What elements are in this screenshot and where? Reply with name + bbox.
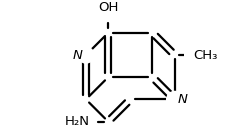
- Text: N: N: [73, 49, 83, 62]
- Text: H₂N: H₂N: [65, 115, 90, 128]
- Circle shape: [167, 91, 183, 107]
- Text: OH: OH: [98, 1, 118, 14]
- Text: H₂N: H₂N: [65, 115, 90, 128]
- Text: CH₃: CH₃: [193, 49, 218, 62]
- Text: OH: OH: [98, 1, 118, 14]
- Circle shape: [78, 47, 94, 63]
- Text: N: N: [178, 93, 188, 106]
- Text: CH₃: CH₃: [193, 49, 218, 62]
